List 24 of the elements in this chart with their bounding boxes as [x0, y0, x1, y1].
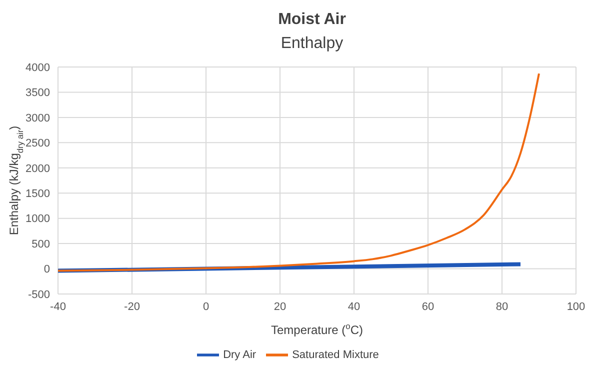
line-series — [58, 72, 540, 272]
y-tick-label: 2500 — [26, 138, 50, 150]
x-tick-label: 40 — [348, 300, 360, 313]
x-tick-label: 100 — [566, 300, 586, 313]
y-tick-label: 0 — [44, 264, 50, 276]
chart-subtitle: Enthalpy — [280, 35, 344, 52]
y-tick-label: 1000 — [26, 213, 50, 226]
y-tick-label: 2000 — [26, 162, 50, 175]
legend-label: Dry Air — [223, 348, 256, 361]
y-tick-label: 4000 — [26, 62, 50, 74]
chart-title: Moist Air — [278, 11, 346, 28]
y-tick-label: -500 — [28, 288, 50, 301]
x-tick-label: 0 — [202, 300, 210, 313]
x-tick-label: 20 — [274, 300, 286, 313]
y-tick-label: 3000 — [26, 112, 50, 124]
x-tick-label: 60 — [422, 300, 434, 313]
x-tick-label: 80 — [496, 300, 508, 313]
x-tick-label: -20 — [124, 300, 140, 313]
x-axis-title: Temperature ($^{o}$C) — [270, 321, 364, 337]
x-tick-label: -40 — [50, 300, 66, 313]
legend-label: Saturated Mixture — [292, 348, 379, 361]
y-tick-label: 500 — [32, 238, 50, 250]
y-tick-label: 1500 — [26, 188, 50, 200]
y-tick-label: 3500 — [26, 87, 50, 100]
